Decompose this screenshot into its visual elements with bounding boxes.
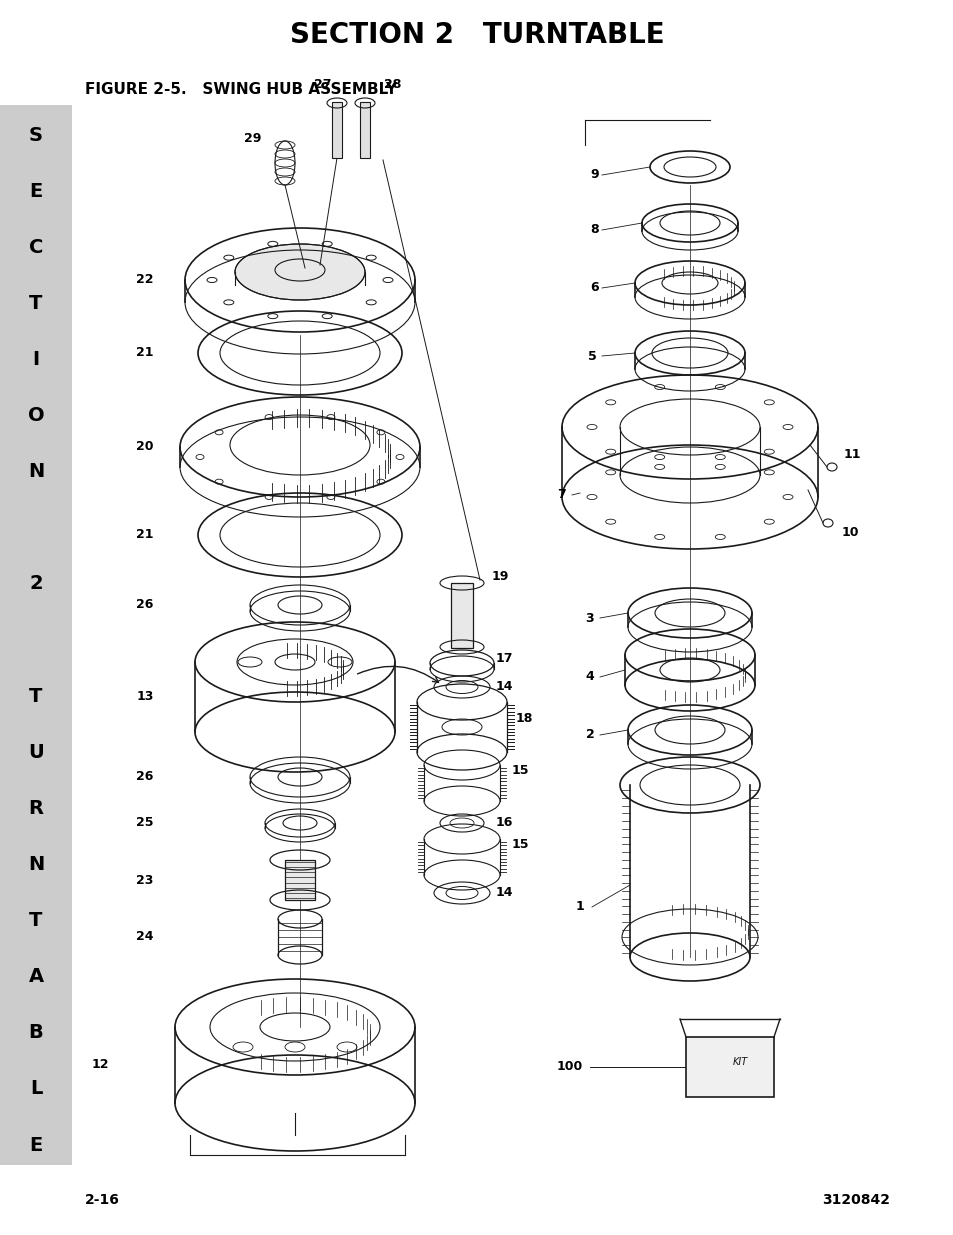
Bar <box>332 103 341 158</box>
Text: 28: 28 <box>384 79 401 91</box>
Text: E: E <box>30 1135 43 1155</box>
Text: 100: 100 <box>557 1061 582 1073</box>
Text: R: R <box>29 799 44 818</box>
Text: T: T <box>30 911 43 930</box>
Text: 11: 11 <box>842 448 860 462</box>
Text: 3: 3 <box>585 611 594 625</box>
Text: U: U <box>28 742 44 762</box>
Bar <box>685 1037 773 1097</box>
Text: 9: 9 <box>590 168 598 182</box>
Text: 14: 14 <box>495 680 512 694</box>
Text: 4: 4 <box>585 671 594 683</box>
Text: 5: 5 <box>587 350 596 363</box>
Text: 10: 10 <box>841 526 858 540</box>
Bar <box>0 105 71 1165</box>
Text: 22: 22 <box>136 273 153 287</box>
Text: 25: 25 <box>136 816 153 830</box>
Text: A: A <box>29 967 44 987</box>
Text: S: S <box>29 126 43 144</box>
Bar <box>359 103 370 158</box>
Text: 19: 19 <box>491 571 508 583</box>
Text: 21: 21 <box>136 529 153 541</box>
Text: B: B <box>29 1024 43 1042</box>
Text: 24: 24 <box>136 930 153 944</box>
Text: 2: 2 <box>30 574 43 593</box>
Text: SECTION 2   TURNTABLE: SECTION 2 TURNTABLE <box>290 21 663 49</box>
Text: 26: 26 <box>136 771 153 783</box>
Text: 20: 20 <box>136 441 153 453</box>
Text: 26: 26 <box>136 599 153 611</box>
Text: 21: 21 <box>136 347 153 359</box>
Text: 17: 17 <box>495 652 512 664</box>
Text: FIGURE 2-5.   SWING HUB ASSEMBLY: FIGURE 2-5. SWING HUB ASSEMBLY <box>85 83 396 98</box>
Text: 1: 1 <box>575 900 584 914</box>
Text: 2: 2 <box>585 729 594 741</box>
Text: 18: 18 <box>515 713 532 725</box>
Bar <box>451 583 473 647</box>
Text: 8: 8 <box>590 224 598 236</box>
Text: 29: 29 <box>244 131 261 144</box>
Ellipse shape <box>234 245 365 300</box>
Text: I: I <box>32 350 39 369</box>
Text: 3120842: 3120842 <box>821 1193 889 1207</box>
Text: 16: 16 <box>495 816 512 830</box>
Text: N: N <box>28 855 44 874</box>
Text: L: L <box>30 1079 42 1098</box>
Text: E: E <box>30 182 43 200</box>
Text: 15: 15 <box>511 839 528 851</box>
Text: C: C <box>29 237 43 257</box>
Text: 6: 6 <box>590 282 598 294</box>
Text: 23: 23 <box>136 873 153 887</box>
Text: 7: 7 <box>558 489 566 501</box>
Text: KIT: KIT <box>732 1057 747 1067</box>
Text: N: N <box>28 462 44 482</box>
Text: 2-16: 2-16 <box>85 1193 120 1207</box>
Text: T: T <box>30 294 43 312</box>
Text: 12: 12 <box>91 1058 109 1072</box>
Text: 13: 13 <box>136 690 153 704</box>
Text: 27: 27 <box>314 79 332 91</box>
Text: 15: 15 <box>511 764 528 778</box>
Text: T: T <box>30 687 43 705</box>
Bar <box>285 860 314 900</box>
Text: O: O <box>28 406 44 425</box>
Text: 14: 14 <box>495 887 512 899</box>
